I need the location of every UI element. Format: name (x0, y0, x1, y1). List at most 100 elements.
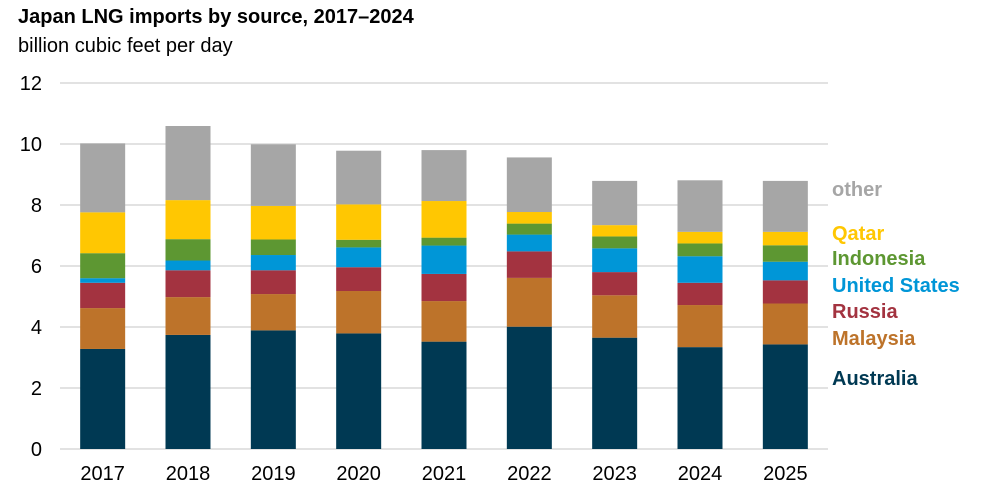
legend-item-indonesia: Indonesia (832, 248, 926, 270)
bar-segment-malaysia (80, 308, 126, 349)
bar-stack-2024 (677, 180, 723, 449)
bar-segment-malaysia (165, 297, 211, 335)
bar-segment-other (592, 180, 638, 226)
bar-segment-russia (80, 282, 126, 309)
bar-segment-malaysia (592, 295, 638, 338)
y-axis-ticks: 0 2 4 6 8 10 12 (20, 73, 42, 461)
bar-stack-2018 (165, 126, 211, 449)
bar-segment-other (80, 143, 126, 213)
bar-segment-malaysia (421, 301, 467, 342)
bar-segment-malaysia (250, 294, 296, 331)
x-axis-ticks: 2017 2018 2019 2020 2021 2022 2023 2024 2025 (80, 463, 807, 485)
bar-segment-other (421, 150, 467, 202)
bar-segment-other (506, 157, 552, 213)
bar-segment-united-states (592, 248, 638, 273)
y-tick-label: 12 (20, 73, 42, 95)
bar-segment-indonesia (250, 239, 296, 256)
bar-segment-australia (421, 341, 467, 449)
chart-title: Japan LNG imports by source, 2017–2024 (18, 6, 414, 28)
x-tick-label: 2024 (678, 463, 723, 485)
bar-segment-indonesia (506, 223, 552, 235)
bar-segment-indonesia (421, 237, 467, 246)
bar-segment-united-states (677, 256, 723, 283)
bar-segment-australia (165, 334, 211, 449)
bar-segment-australia (80, 348, 126, 449)
bar-segment-malaysia (336, 291, 382, 334)
bar-segment-australia (506, 326, 552, 449)
bar-segment-russia (421, 273, 467, 302)
bar-segment-australia (592, 337, 638, 449)
bar-segment-indonesia (762, 245, 808, 262)
x-tick-label: 2018 (166, 463, 211, 485)
bar-segment-malaysia (677, 305, 723, 348)
bar-segment-united-states (250, 255, 296, 271)
bar-segment-united-states (165, 260, 211, 271)
bar-stack-2021 (421, 150, 467, 449)
bar-segment-qatar (165, 200, 211, 240)
bar-stack-2020 (336, 150, 382, 449)
bar-segment-malaysia (506, 277, 552, 327)
bar-segment-russia (336, 267, 382, 292)
bar-segment-russia (165, 270, 211, 298)
bar-segment-united-states (506, 234, 552, 252)
x-tick-label: 2025 (763, 463, 808, 485)
x-tick-label: 2019 (251, 463, 296, 485)
bar-segment-united-states (762, 261, 808, 281)
bar-segment-indonesia (592, 236, 638, 249)
legend: Australia Malaysia Russia United States Indo… (832, 179, 960, 390)
bar-segment-other (762, 180, 808, 232)
bar-segment-other (250, 144, 296, 206)
x-tick-label: 2022 (507, 463, 552, 485)
bar-segment-qatar (506, 212, 552, 224)
bar-segment-russia (677, 282, 723, 306)
legend-item-russia: Russia (832, 301, 898, 323)
bar-segment-russia (250, 270, 296, 295)
bar-segment-united-states (421, 245, 467, 274)
x-tick-label: 2017 (80, 463, 125, 485)
bar-segment-australia (677, 347, 723, 449)
bar-segment-russia (592, 272, 638, 296)
y-tick-label: 8 (31, 195, 42, 217)
bar-segment-qatar (336, 204, 382, 240)
bar-stack-2022 (506, 157, 552, 449)
x-tick-label: 2021 (422, 463, 467, 485)
legend-item-malaysia: Malaysia (832, 328, 916, 350)
chart-subtitle: billion cubic feet per day (18, 35, 233, 57)
bars (80, 126, 808, 449)
y-tick-label: 10 (20, 134, 42, 156)
y-tick-label: 6 (31, 256, 42, 278)
bar-segment-indonesia (677, 243, 723, 257)
bar-segment-australia (336, 333, 382, 449)
bar-segment-qatar (677, 231, 723, 244)
bar-segment-indonesia (80, 253, 126, 279)
bar-segment-qatar (592, 225, 638, 237)
bar-segment-indonesia (165, 239, 211, 261)
legend-item-other: other (832, 179, 882, 201)
bar-segment-indonesia (336, 239, 382, 248)
bar-stack-2019 (250, 144, 296, 449)
bar-segment-australia (762, 344, 808, 449)
bar-segment-qatar (762, 231, 808, 246)
bar-stack-2025 (762, 180, 808, 449)
legend-item-qatar: Qatar (832, 223, 884, 245)
bar-stack-2023 (592, 180, 638, 449)
bar-segment-qatar (250, 205, 296, 240)
bar-segment-qatar (421, 201, 467, 238)
x-tick-label: 2023 (592, 463, 637, 485)
bar-segment-united-states (80, 278, 126, 283)
bar-segment-other (336, 150, 382, 205)
bar-segment-russia (762, 280, 808, 304)
x-tick-label: 2020 (336, 463, 381, 485)
bar-segment-russia (506, 251, 552, 278)
bar-stack-2017 (80, 143, 126, 449)
legend-item-australia: Australia (832, 368, 918, 390)
legend-item-united-states: United States (832, 275, 960, 297)
y-tick-label: 4 (31, 317, 42, 339)
bar-segment-malaysia (762, 303, 808, 345)
bar-segment-united-states (336, 247, 382, 268)
bar-segment-other (165, 126, 211, 201)
y-tick-label: 0 (31, 439, 42, 461)
bar-segment-qatar (80, 212, 126, 254)
y-tick-label: 2 (31, 378, 42, 400)
